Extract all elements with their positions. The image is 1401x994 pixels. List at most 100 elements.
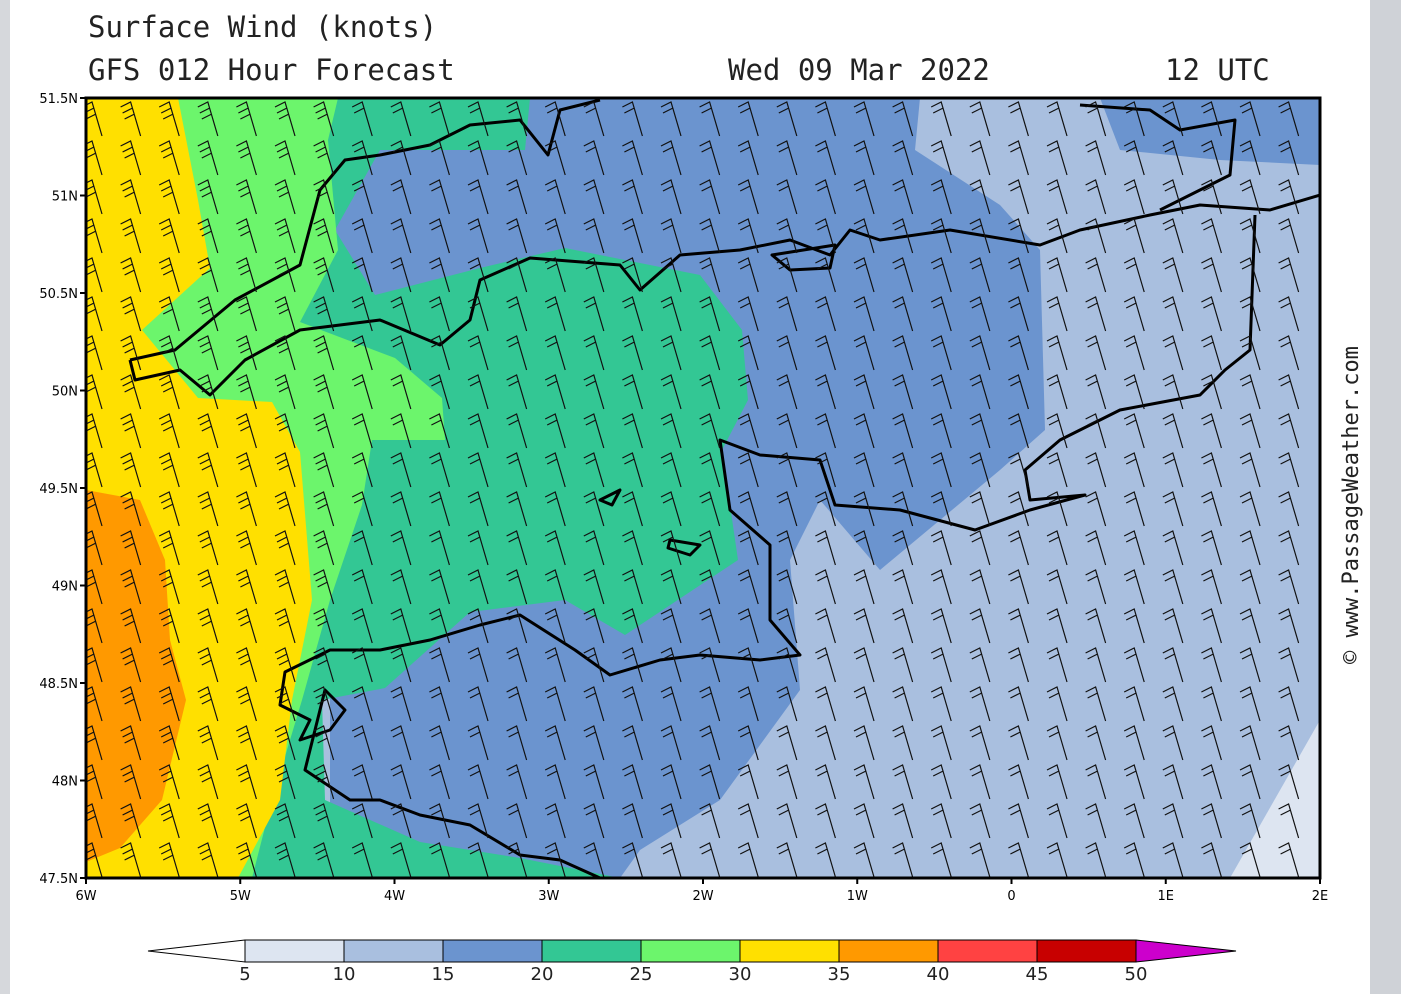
- wind-barb: [930, 257, 952, 293]
- wind-barb: [1239, 179, 1261, 215]
- wind-barb: [506, 608, 528, 644]
- wind-barb: [892, 413, 914, 449]
- wind-barb: [1008, 803, 1029, 839]
- wind-barb: [236, 803, 257, 839]
- wind-barb: [660, 374, 682, 410]
- wind-barb: [120, 569, 142, 605]
- wind-barb: [1008, 140, 1029, 176]
- wind-barb: [1046, 764, 1068, 800]
- wind-barb: [853, 764, 875, 800]
- wind-barb: [506, 842, 528, 878]
- wind-barb: [1008, 413, 1029, 449]
- wind-barb: [1162, 296, 1184, 332]
- wind-barb: [1162, 335, 1184, 371]
- wind-barb: [892, 569, 914, 605]
- wind-barb: [390, 452, 412, 488]
- wind-barb: [660, 413, 682, 449]
- wind-barb: [1046, 647, 1068, 683]
- wind-barb: [969, 374, 991, 410]
- wind-barb: [313, 179, 335, 215]
- wind-barb: [815, 530, 836, 566]
- colorbar-segment: [838, 939, 939, 963]
- wind-barb: [1046, 218, 1068, 254]
- wind-barb: [660, 101, 682, 137]
- wind-barb: [1201, 257, 1222, 293]
- wind-barb: [1239, 725, 1261, 761]
- wind-barb: [699, 257, 721, 293]
- wind-barb: [544, 686, 566, 722]
- wind-barb: [1239, 569, 1261, 605]
- wind-barb: [1085, 686, 1107, 722]
- wind-barb: [1162, 725, 1184, 761]
- wind-barb: [1123, 413, 1145, 449]
- coastline: [129, 98, 601, 362]
- coastline: [128, 193, 1320, 397]
- wind-barb: [1046, 569, 1068, 605]
- wind-barb: [1123, 140, 1145, 176]
- wind-barb: [583, 647, 605, 683]
- wind-barb: [1201, 413, 1222, 449]
- wind-barb: [120, 413, 142, 449]
- wind-barb: [660, 452, 682, 488]
- wind-barb: [776, 842, 798, 878]
- wind-barb: [120, 725, 142, 761]
- wind-barb: [660, 647, 682, 683]
- wind-barb: [351, 335, 373, 371]
- wind-barb: [467, 218, 489, 254]
- wind-barb: [892, 140, 914, 176]
- wind-barb: [467, 725, 489, 761]
- lon-label: 0: [1007, 889, 1015, 904]
- wind-barb: [467, 608, 489, 644]
- wind-barb: [1085, 335, 1107, 371]
- wind-barb: [390, 374, 412, 410]
- lon-label: 1W: [847, 889, 868, 904]
- wind-barb: [1239, 140, 1261, 176]
- wind-barb: [1239, 530, 1261, 566]
- wind-barb: [1123, 842, 1145, 878]
- wind-barb: [1239, 686, 1261, 722]
- wind-barb: [1046, 335, 1068, 371]
- wind-barb: [274, 686, 296, 722]
- wind-barb: [737, 491, 759, 527]
- wind-barb: [544, 101, 566, 137]
- wind-barb: [930, 686, 952, 722]
- wind-barb: [274, 530, 296, 566]
- wind-barb: [1046, 296, 1068, 332]
- wind-barb: [351, 569, 373, 605]
- wind-barb: [1278, 842, 1300, 878]
- wind-barb: [1085, 530, 1107, 566]
- wind-barb: [1278, 140, 1300, 176]
- wind-barb: [120, 530, 142, 566]
- wind-barb: [622, 374, 643, 410]
- wind-barb: [1123, 374, 1145, 410]
- wind-barb: [1085, 140, 1107, 176]
- wind-barb: [390, 335, 412, 371]
- wind-barb: [737, 647, 759, 683]
- wind-barb: [1046, 374, 1068, 410]
- wind-barb: [120, 452, 142, 488]
- wind-barb: [1201, 218, 1222, 254]
- wind-barb: [583, 413, 605, 449]
- wind-barb: [506, 218, 528, 254]
- wind-barb: [158, 218, 180, 254]
- wind-barb: [1162, 608, 1184, 644]
- wind-barb: [1008, 686, 1029, 722]
- wind-barb: [1278, 686, 1300, 722]
- wind-barb: [1239, 803, 1261, 839]
- wind-barb: [622, 647, 643, 683]
- wind-barb: [1278, 647, 1300, 683]
- wind-barb: [274, 725, 296, 761]
- wind-barb: [313, 257, 335, 293]
- wind-barb: [1201, 296, 1222, 332]
- wind-barb: [1046, 257, 1068, 293]
- axes: 51.5N 51N 50.5N 50N 49.5N 49N 48.5N 48N 47.5N 6W 5…: [39, 92, 1328, 904]
- wind-barb: [776, 764, 798, 800]
- wind-barb: [236, 413, 257, 449]
- wind-barb: [622, 335, 643, 371]
- wind-barb: [86, 101, 103, 137]
- wind-barb: [158, 140, 180, 176]
- wind-barb: [1278, 608, 1300, 644]
- wind-barb: [660, 335, 682, 371]
- wind-barb: [892, 842, 914, 878]
- wind-barb: [969, 842, 991, 878]
